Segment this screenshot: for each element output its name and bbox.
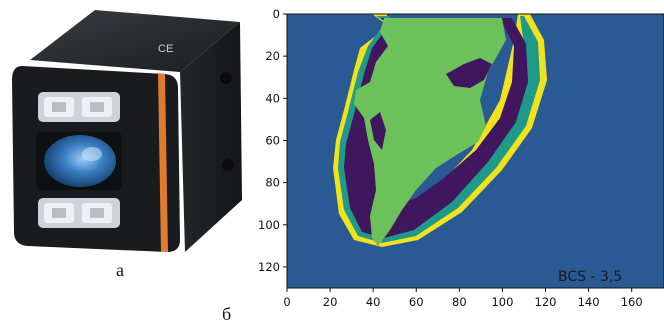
camera-image: CE (0, 0, 250, 285)
ce-mark: CE (158, 43, 173, 55)
y-tick-label: 120 (258, 260, 280, 274)
lens-icon (44, 135, 116, 187)
camera-illustration: CE (12, 10, 242, 252)
x-tick-label: 120 (535, 295, 557, 309)
x-tick-label: 20 (323, 295, 338, 309)
x-tick-label: 140 (578, 295, 600, 309)
y-tick-label: 40 (265, 91, 280, 105)
x-tick-label: 0 (283, 295, 290, 309)
x-tick-label: 100 (491, 295, 513, 309)
plot-frame (286, 13, 664, 289)
x-axis: 0 20 40 60 80 100 120 140 160 (283, 288, 643, 309)
x-tick-label: 160 (621, 295, 643, 309)
x-tick-label: 40 (366, 295, 381, 309)
x-tick-label: 80 (452, 295, 467, 309)
y-axis: 0 20 40 60 80 100 120 (258, 7, 287, 274)
purple-patch (370, 112, 386, 150)
y-tick-label: 0 (273, 7, 280, 21)
y-tick-label: 100 (258, 218, 280, 232)
plot-area (287, 14, 664, 288)
panel-label-b: б (222, 304, 232, 324)
mount-hole-icon (222, 159, 234, 171)
y-tick-label: 80 (265, 176, 280, 190)
bcs-annotation: BCS - 3,5 (558, 269, 622, 285)
mount-hole-icon (220, 72, 232, 84)
panel-label-a: а (116, 260, 124, 280)
y-tick-label: 60 (265, 133, 280, 147)
y-tick-label: 20 (265, 49, 280, 63)
x-tick-label: 60 (409, 295, 424, 309)
accent-stripe (158, 73, 168, 252)
purple-patch (446, 58, 492, 88)
segmentation-map: 0 20 40 60 80 100 120 140 160 0 20 40 60 80 100 120 BC… (240, 0, 664, 323)
camera-top-face (30, 10, 240, 72)
plot-border (286, 13, 664, 289)
segmentation-plot: 0 20 40 60 80 100 120 140 160 0 20 40 60 80 100 120 BC… (258, 7, 664, 309)
